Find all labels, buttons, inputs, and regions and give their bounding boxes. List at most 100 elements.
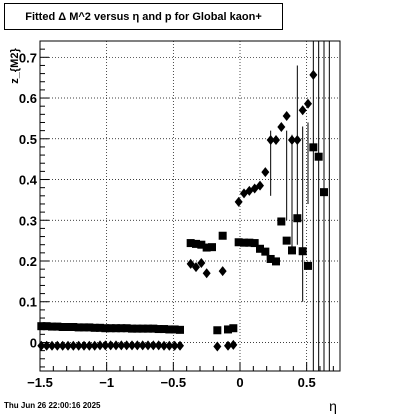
square-marker xyxy=(250,239,259,248)
y-tick-label: 0.3 xyxy=(19,213,37,228)
square-marker xyxy=(202,243,211,252)
square-marker xyxy=(293,214,302,223)
diamond-marker xyxy=(122,340,131,351)
diamond-marker xyxy=(282,110,291,121)
diamond-marker xyxy=(74,340,83,351)
square-marker xyxy=(48,322,56,331)
square-marker xyxy=(165,325,174,334)
diamond-marker xyxy=(218,266,227,277)
diamond-marker xyxy=(138,340,147,351)
diamond-marker xyxy=(80,340,88,351)
diamond-marker xyxy=(58,340,67,351)
error-bar-layer xyxy=(270,41,330,371)
diamond-marker xyxy=(69,340,78,351)
diamond-marker xyxy=(96,340,104,351)
x-axis-label: η xyxy=(329,398,337,414)
square-marker xyxy=(58,323,67,331)
square-marker xyxy=(320,188,328,197)
timestamp: Thu Jun 26 22:00:16 2025 xyxy=(4,401,101,410)
diamond-marker xyxy=(197,258,206,269)
diamond-marker xyxy=(293,135,302,145)
diamond-marker xyxy=(133,340,142,351)
diamond-marker xyxy=(298,105,307,116)
x-tick-label: −1 xyxy=(99,375,114,390)
diamond-marker xyxy=(176,340,184,351)
diamond-marker xyxy=(309,69,318,80)
y-tick-label: 0.6 xyxy=(19,91,37,106)
square-marker xyxy=(218,231,227,240)
diamond-marker xyxy=(112,340,120,351)
diamond-marker xyxy=(192,262,200,273)
square-marker xyxy=(112,324,120,333)
square-marker xyxy=(69,323,78,331)
square-marker xyxy=(298,247,307,256)
square-marker xyxy=(192,239,200,248)
square-marker xyxy=(144,324,152,333)
marker-layer xyxy=(37,69,328,352)
diamond-marker xyxy=(304,98,312,109)
diamond-marker xyxy=(85,340,94,351)
square-marker xyxy=(245,238,254,247)
square-marker xyxy=(186,239,195,248)
diamond-marker xyxy=(261,167,270,178)
chart-title: Fitted Δ M^2 versus η and p for Global k… xyxy=(4,3,283,30)
square-marker xyxy=(282,236,291,245)
square-marker xyxy=(74,323,83,332)
diamond-marker xyxy=(272,135,280,145)
square-marker xyxy=(314,152,323,161)
square-marker xyxy=(208,243,216,252)
x-tick-label: 0.5 xyxy=(298,375,316,390)
diamond-marker xyxy=(277,121,286,132)
axis-layer: −1.5 −1 −0.5 0 0.5 0 0.1 0.2 0.3 0.4 0.5 0.6 0.7 xyxy=(19,40,334,390)
square-marker xyxy=(90,323,99,332)
square-marker xyxy=(80,323,88,332)
diamond-marker xyxy=(144,340,152,351)
diamond-marker xyxy=(202,268,211,279)
diamond-marker xyxy=(42,340,51,351)
square-marker xyxy=(240,238,248,247)
diamond-marker xyxy=(213,341,222,352)
diamond-marker xyxy=(106,340,115,351)
square-marker xyxy=(229,324,238,333)
square-marker xyxy=(149,324,158,333)
square-marker xyxy=(154,325,163,334)
square-marker xyxy=(96,323,104,332)
square-marker xyxy=(42,322,51,331)
diamond-marker xyxy=(256,180,264,191)
diamond-marker xyxy=(160,340,168,351)
square-marker xyxy=(64,323,72,331)
square-marker xyxy=(133,324,142,333)
square-marker xyxy=(213,326,222,335)
square-marker xyxy=(53,322,62,331)
square-marker xyxy=(288,246,296,255)
square-marker xyxy=(234,238,243,247)
square-marker xyxy=(122,324,131,333)
square-marker xyxy=(85,323,94,332)
diamond-marker xyxy=(37,340,46,351)
diamond-marker xyxy=(48,340,56,351)
y-tick-label: 0.5 xyxy=(19,132,37,147)
diamond-marker xyxy=(117,340,126,351)
x-tick-label: 0 xyxy=(236,375,243,390)
diamond-marker xyxy=(149,340,158,351)
square-marker xyxy=(261,247,270,256)
square-marker xyxy=(277,217,286,226)
y-tick-label: 0.4 xyxy=(19,173,38,188)
square-marker xyxy=(256,244,264,253)
diamond-marker xyxy=(101,340,110,351)
diamond-marker xyxy=(64,340,72,351)
y-tick-label: 0 xyxy=(30,335,37,350)
diamond-marker xyxy=(170,340,179,351)
diamond-marker xyxy=(224,340,232,351)
square-marker xyxy=(101,324,110,333)
diamond-marker xyxy=(90,340,99,351)
square-marker xyxy=(117,324,126,333)
square-marker xyxy=(176,325,184,334)
diamond-marker xyxy=(154,340,163,351)
diamond-marker xyxy=(128,340,136,351)
y-axis-label: z_{M2} xyxy=(9,48,21,84)
y-tick-label: 0.1 xyxy=(19,295,37,310)
diamond-marker xyxy=(229,339,238,350)
square-marker xyxy=(170,325,179,334)
